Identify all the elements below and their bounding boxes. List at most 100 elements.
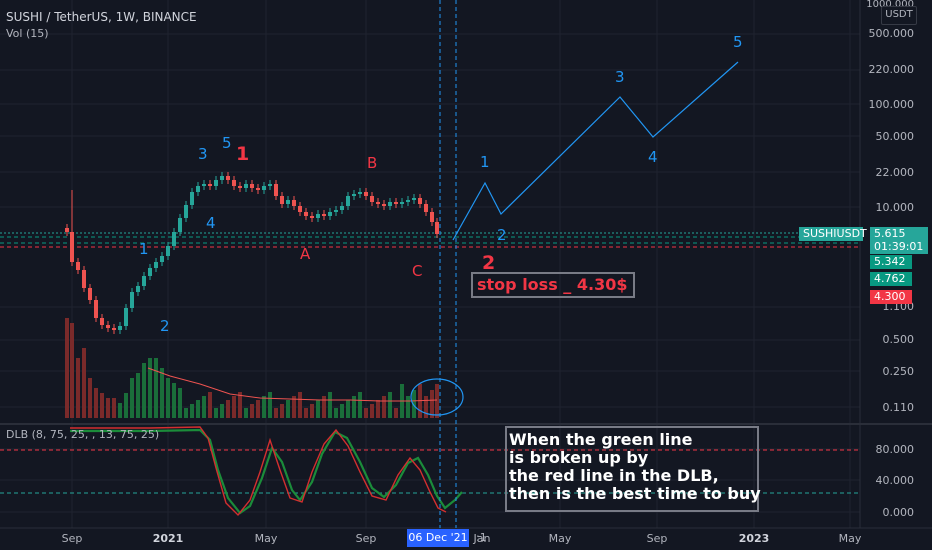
price-axis-label: 50.000 [876,130,915,143]
candle-body [178,218,182,232]
volume-bar [304,408,308,418]
time-axis[interactable]: Sep 2021 May Sep Jan May Sep 2023 May [62,532,862,545]
candle-body [280,196,284,204]
candle-body [250,184,254,188]
volume-bar [430,390,434,418]
volume-bar [316,400,320,418]
candle-body [214,180,218,186]
candle-body [76,262,80,270]
price-axis-label: 100.000 [869,98,915,111]
volume-bar [172,383,176,418]
time-axis-label: May [549,532,572,545]
currency-unit-button[interactable]: USDT [881,6,917,25]
candle-body [370,196,374,202]
volume-bar [238,392,242,418]
candle-body [310,216,314,218]
volume-bar [412,390,416,418]
dlb-red-line [70,426,447,517]
price-axis-label: 10.000 [876,201,915,214]
volume-bar [364,408,368,418]
candle-body [394,202,398,204]
stop-loss-annotation[interactable]: stop loss _ 4.30$ [471,272,635,298]
symbol-title[interactable]: SUSHI / TetherUS, 1W, BINANCE [6,10,197,24]
volume-bar [298,392,302,418]
volume-bar [112,398,116,418]
wave-label-red: C [412,262,422,280]
volume-bar [268,392,272,418]
candle-body [412,198,416,200]
volume-bar [220,404,224,418]
candle-body [106,325,110,328]
wave-labels: 3 5 1 4 1 2 B A C 2 1 2 3 4 5 [139,33,743,335]
wave-label-red: A [300,245,311,263]
candle-body [346,196,350,206]
volume-bar [178,388,182,418]
candle-body [292,200,296,206]
candle-body [304,212,308,216]
candle-body [226,176,230,180]
volume-bar [118,403,122,418]
candle-body [334,210,338,212]
candle-body [130,292,134,308]
candle-body [400,202,404,204]
volume-bar [244,408,248,418]
wave-label-blue: 5 [222,134,232,152]
volume-bar [322,396,326,418]
wave-label-blue: 3 [198,145,208,163]
candle-body [88,288,92,300]
candle-body [316,214,320,218]
candle-body [388,202,392,206]
volume-bar [310,404,314,418]
volume-bar [370,404,374,418]
candle-body [160,256,164,262]
candle-body [268,184,272,186]
volume-bar [286,400,290,418]
candle-body [118,326,122,330]
price-badge-green-1: 5.342 [870,255,912,269]
candle-body [328,212,332,216]
volume-bar [202,396,206,418]
dlb-axis-label: 80.000 [876,443,915,456]
candle-body [435,222,439,234]
candle-body [172,232,176,246]
candle-body [430,212,434,222]
volume-bar [76,358,80,418]
price-axis[interactable]: 500.000 220.000 100.000 50.000 22.000 10… [869,27,915,519]
volume-ma-line [147,367,438,402]
volume-highlight-ellipse [410,378,464,416]
price-axis-label-top: 1000.000 [866,0,914,10]
candle-body [298,206,302,212]
candle-body [352,194,356,196]
price-candles [65,172,439,334]
crosshair-date-text: 06 Dec '21 [408,531,468,544]
volume-bar [382,396,386,418]
volume-bar [292,396,296,418]
candle-body [136,286,140,292]
price-axis-label: 0.250 [883,365,915,378]
note-line: then is the best time to buy [509,484,761,503]
volume-bar [184,408,188,418]
candle-body [238,186,242,188]
wave-label-blue: 2 [160,317,170,335]
volume-bar [376,400,380,418]
dlb-indicator-title[interactable]: DLB (8, 75, 25, , 13, 75, 25) [6,428,160,441]
volume-bar [100,393,104,418]
volume-bar [256,400,260,418]
volume-indicator-title[interactable]: Vol (15) [6,27,49,40]
candle-body [190,192,194,205]
candle-body [340,206,344,210]
wave-label-blue: 2 [497,226,507,244]
candle-body [100,318,104,325]
time-axis-label: May [255,532,278,545]
buy-signal-note[interactable]: When the green line is broken up by the … [505,426,761,512]
volume-bar [166,378,170,418]
volume-bar [196,400,200,418]
candle-body [196,186,200,192]
volume-bar [106,398,110,418]
candle-body [82,270,86,288]
volume-bar [208,392,212,418]
price-axis-label: 0.500 [883,333,915,346]
volume-bar [346,400,350,418]
crosshair-date-label: 06 Dec '21 [407,529,469,547]
